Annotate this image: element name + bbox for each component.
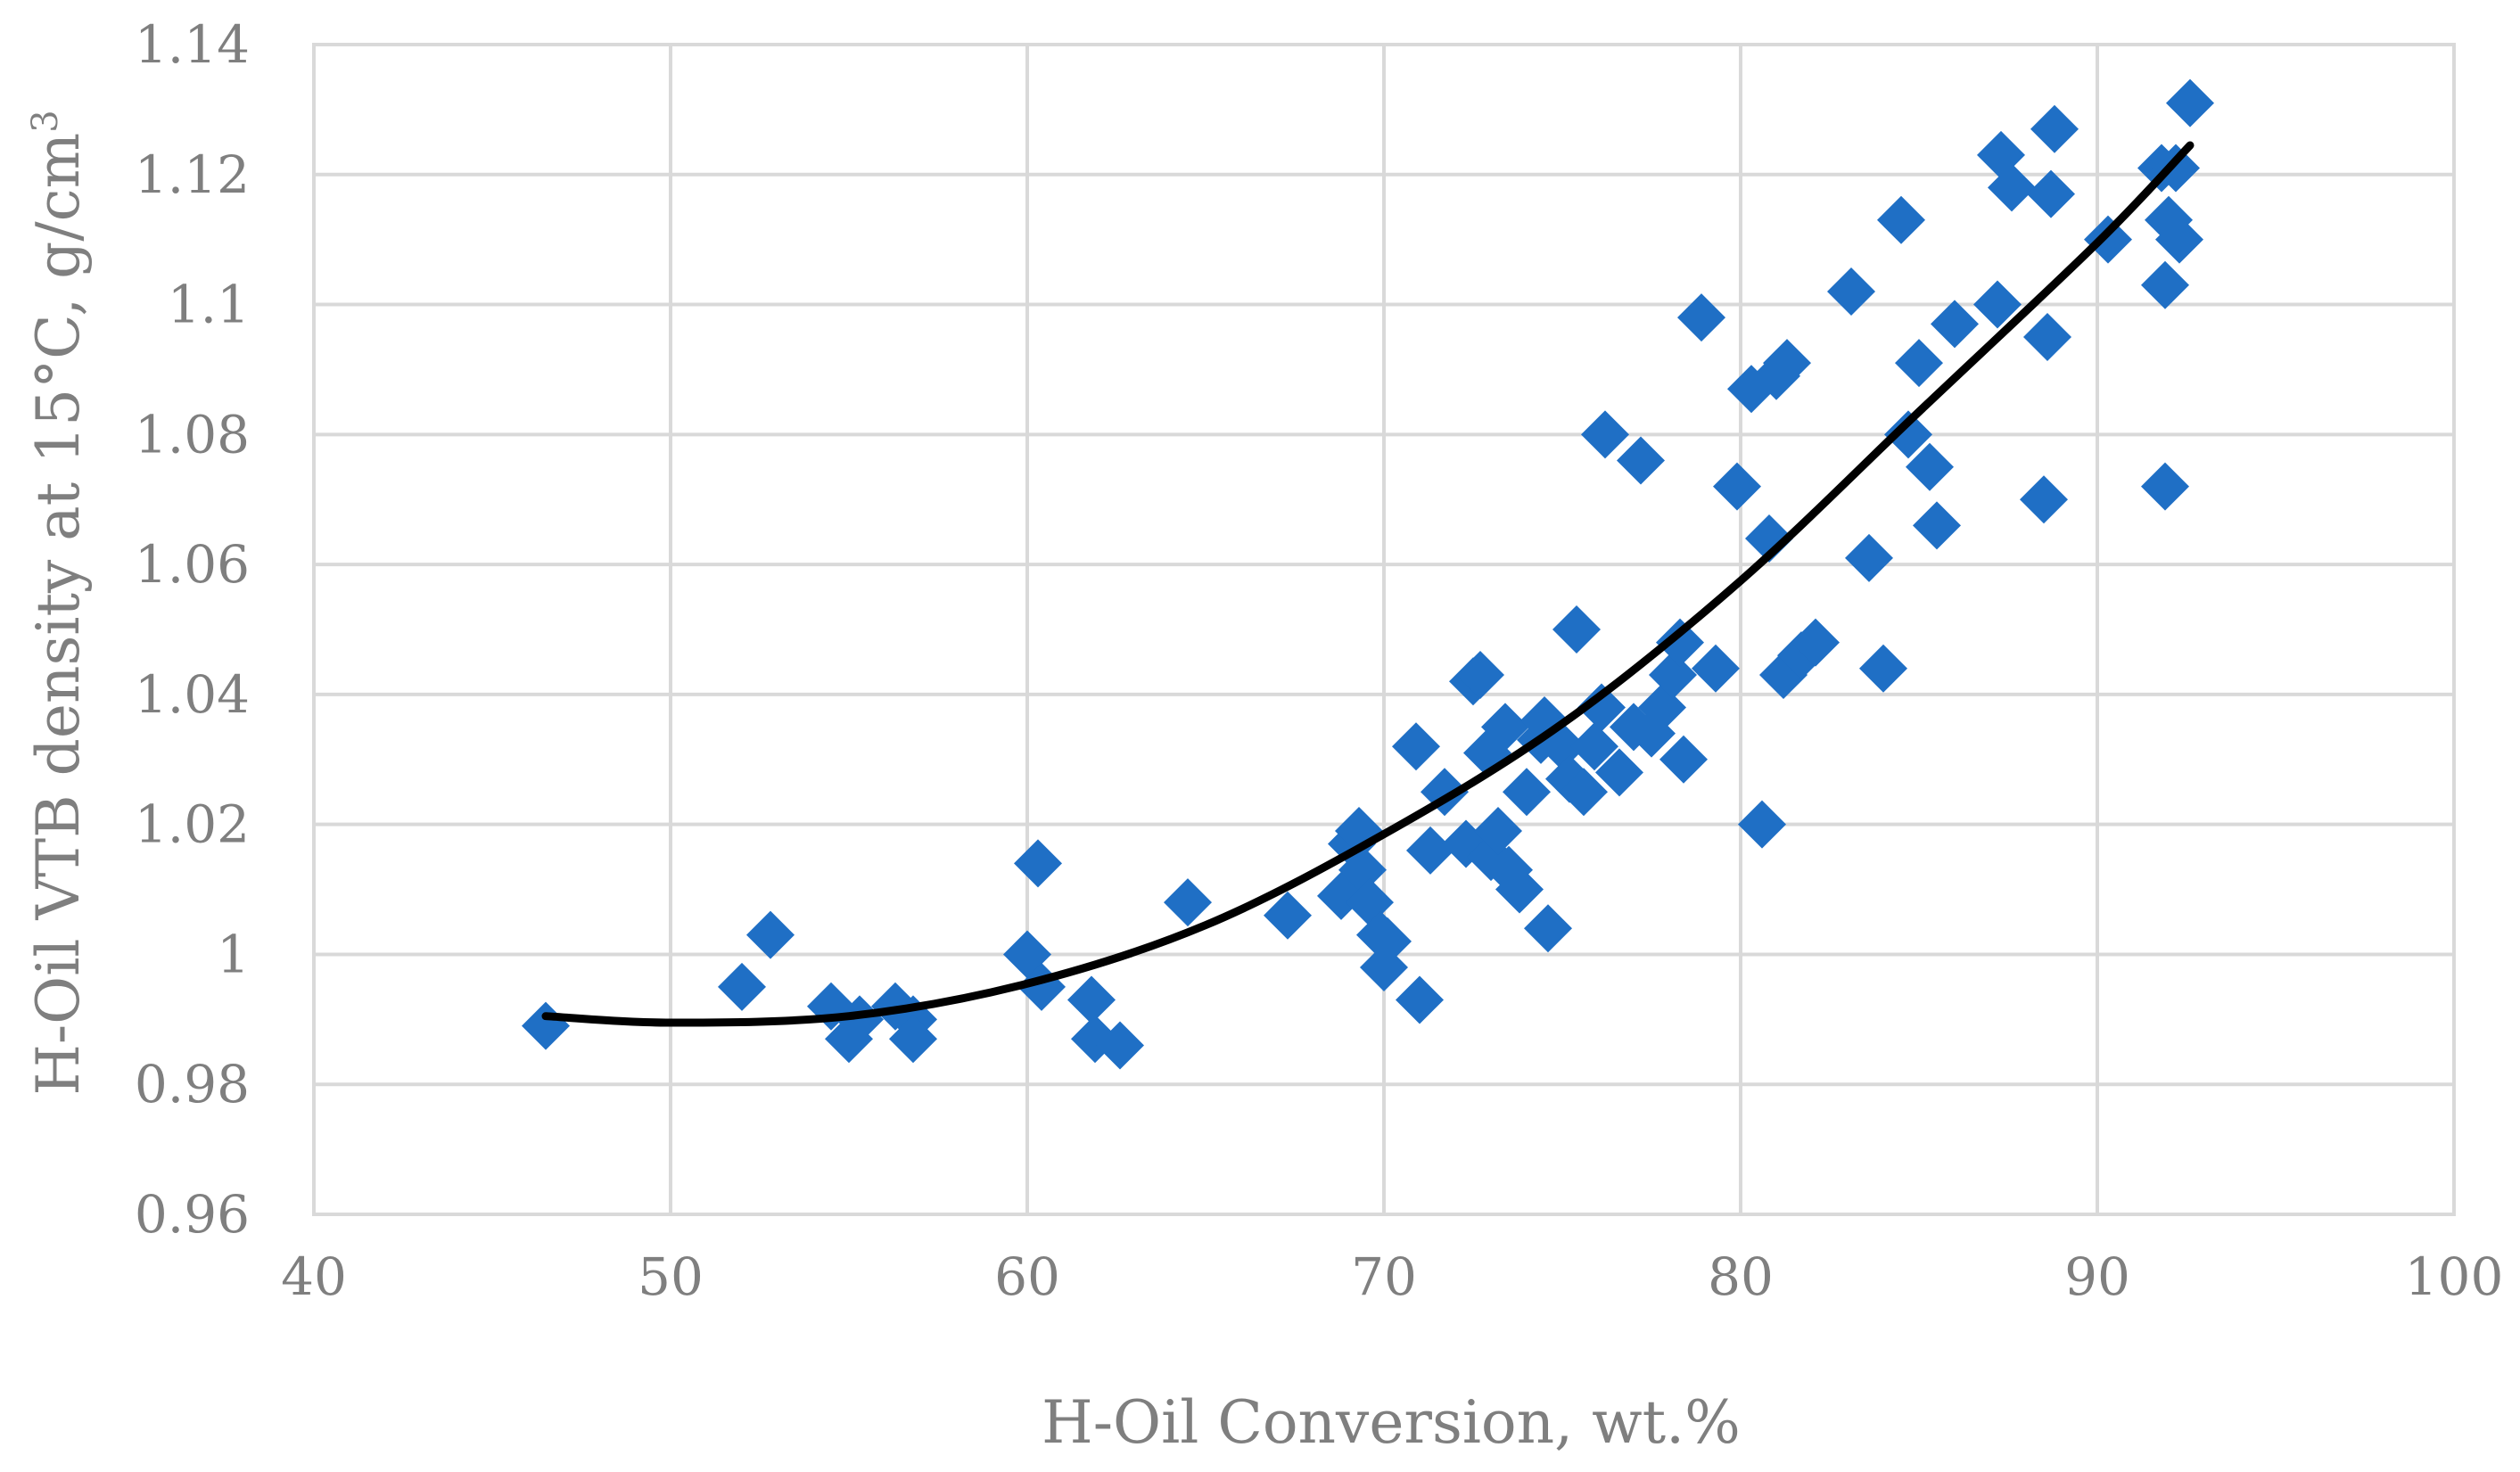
y-tick-label: 1.1 [168,275,250,335]
y-tick-label: 1.12 [135,144,250,205]
y-axis-title: H-Oil VTB density at 15°C, g/cm3 [24,110,93,1095]
x-tick-label: 80 [1708,1246,1774,1307]
data-point [2030,104,2079,153]
data-point [1745,514,1793,563]
x-tick-label: 50 [638,1246,704,1307]
y-axis-title-main: H-Oil VTB density at 15°C, g/cm [24,133,93,1096]
y-tick-label: 1.08 [135,404,250,465]
data-point [836,995,884,1044]
data-point [1577,683,1626,732]
data-point [1877,195,1925,244]
data-point [746,910,795,959]
y-tick-label: 0.96 [135,1184,250,1245]
data-point [1988,163,2036,212]
data-point [1649,651,1697,700]
x-axis-title: H-Oil Conversion, wt.% [1042,1388,1741,1457]
data-point [1677,293,1725,342]
data-point [1931,300,1979,349]
y-tick-label: 1.02 [135,794,250,855]
data-point [2027,169,2075,218]
data-point [1713,462,1761,511]
data-point [1617,436,1665,485]
data-point [1552,605,1601,654]
data-point [1495,865,1544,914]
data-point [1406,826,1454,875]
data-point [1096,1021,1144,1070]
data-point [1396,975,1444,1024]
data-point [2152,144,2200,193]
y-tick-label: 1.06 [135,534,250,595]
y-tick-labels: 0.96 0.98 1 1.02 1.04 1.06 1.08 1.1 1.12 1.14 [135,14,250,1245]
data-point [889,1015,937,1064]
data-point [1973,280,2022,329]
data-point [1456,651,1504,700]
data-point [1906,442,1954,491]
data-point [1524,904,1572,953]
data-point [1067,975,1116,1024]
data-point [1264,891,1312,940]
x-tick-label: 60 [994,1246,1060,1307]
data-point [2141,462,2189,511]
data-point [1164,878,1212,927]
y-tick-label: 1 [217,924,250,984]
trendline [541,141,2195,1027]
x-tick-label: 100 [2405,1246,2504,1307]
data-point [2020,475,2068,524]
data-point [2141,260,2189,309]
data-point [1913,501,1961,550]
data-point [1845,533,1893,582]
y-tick-label: 1.14 [135,14,250,75]
y-tick-label: 1.04 [135,664,250,725]
data-point [1338,845,1387,894]
y-axis-title-superscript: 3 [25,110,66,132]
plot-area-border [312,43,2456,1216]
data-point [1659,735,1708,784]
data-point [2084,215,2132,264]
data-point [1895,339,1943,388]
data-point [1581,410,1629,459]
x-tick-label: 90 [2064,1246,2130,1307]
data-point [522,1001,570,1050]
data-point [1503,768,1551,817]
data-point [718,962,766,1011]
data-point [1738,800,1786,849]
data-point [1827,267,1875,316]
trendline-group [541,141,2195,1027]
data-point [1570,722,1618,771]
data-point [2023,313,2071,361]
data-point [1595,748,1643,797]
data-point [1560,768,1608,817]
data-point [1392,722,1440,771]
data-point [1481,703,1529,752]
data-point [1363,917,1412,966]
data-point [1859,644,1907,693]
data-point [1791,618,1840,667]
x-tick-labels: 40 50 60 70 80 90 100 [281,1246,2503,1307]
data-point [1692,644,1740,693]
data-point [1763,339,1811,388]
data-point [1656,618,1704,667]
data-point [2166,78,2214,127]
x-tick-label: 70 [1351,1246,1417,1307]
grid [312,43,2456,1216]
data-points [522,78,2214,1070]
data-point [1884,410,1932,459]
x-tick-label: 40 [281,1246,347,1307]
data-point [1474,806,1522,855]
y-tick-label: 0.98 [135,1054,250,1114]
data-point [1014,839,1062,888]
data-point [2155,215,2203,264]
